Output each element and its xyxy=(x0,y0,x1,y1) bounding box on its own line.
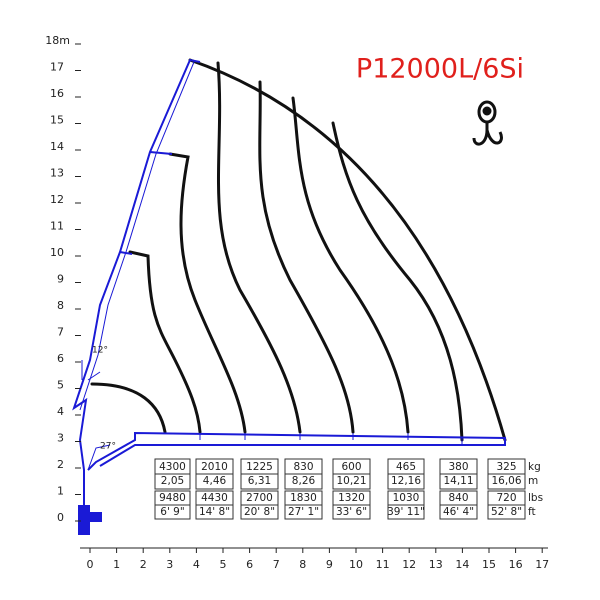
table-cell: 16,06 xyxy=(491,475,521,487)
y-tick-label: 17 xyxy=(50,61,64,74)
table-cell: 33' 6" xyxy=(336,506,367,518)
y-tick-label: 5 xyxy=(57,379,64,392)
table-cell: 52' 8" xyxy=(491,506,522,518)
y-tick-label: 13 xyxy=(50,167,64,180)
table-cell: 2,05 xyxy=(161,475,184,487)
y-tick-label: 1 xyxy=(57,485,64,498)
table-cell: 380 xyxy=(448,461,468,473)
y-tick-label: 4 xyxy=(57,405,64,418)
load-curve xyxy=(128,250,202,434)
x-tick-label: 4 xyxy=(193,558,200,571)
load-curves xyxy=(90,58,507,442)
table-cell: 9480 xyxy=(159,492,186,504)
load-curve xyxy=(331,121,464,442)
x-tick-label: 3 xyxy=(166,558,173,571)
x-tick-label: 8 xyxy=(299,558,306,571)
table-cell: 1830 xyxy=(290,492,317,504)
unit-label: kg xyxy=(528,461,541,473)
load-curve xyxy=(291,96,410,434)
table-cell: 14,11 xyxy=(443,475,473,487)
title: P12000L/6Si xyxy=(356,54,524,85)
load-curve xyxy=(90,382,167,434)
y-tick-label: 14 xyxy=(50,140,64,153)
table-cell: 27' 1" xyxy=(288,506,319,518)
envelope xyxy=(188,58,507,442)
table-cell: 2010 xyxy=(201,461,228,473)
x-tick-label: 17 xyxy=(535,558,549,571)
y-tick-label: 15 xyxy=(50,114,64,127)
table-cell: 4430 xyxy=(201,492,228,504)
table-cell: 4,46 xyxy=(203,475,227,487)
x-tick-label: 16 xyxy=(509,558,523,571)
load-curve xyxy=(216,61,302,434)
x-tick-label: 10 xyxy=(349,558,363,571)
hook-icon xyxy=(472,100,503,146)
crane-boom xyxy=(72,58,506,535)
y-tick-label: 10 xyxy=(50,246,64,259)
angle-label: 27° xyxy=(100,442,116,452)
table-cell: 465 xyxy=(396,461,416,473)
x-tick-label: 5 xyxy=(220,558,227,571)
table-cell: 4300 xyxy=(159,461,186,473)
x-tick-label: 1 xyxy=(113,558,120,571)
load-curve xyxy=(168,152,247,434)
table-cell: 20' 8" xyxy=(244,506,275,518)
x-tick-label: 6 xyxy=(246,558,253,571)
table-cell: 1225 xyxy=(246,461,273,473)
x-tick-label: 2 xyxy=(140,558,147,571)
table-cell: 720 xyxy=(496,492,516,504)
unit-label: lbs xyxy=(528,492,543,504)
table-cell: 14' 8" xyxy=(199,506,230,518)
x-tick-label: 12 xyxy=(402,558,416,571)
x-tick-label: 9 xyxy=(326,558,333,571)
table-cell: 39' 11" xyxy=(387,506,425,518)
x-tick-label: 15 xyxy=(482,558,496,571)
load-curve xyxy=(258,80,355,434)
table-cell: 1320 xyxy=(338,492,365,504)
y-tick-label: 0 xyxy=(57,511,64,524)
table-cell: 12,16 xyxy=(391,475,421,487)
y-tick-label: 18m xyxy=(45,34,70,47)
table-cell: 840 xyxy=(448,492,468,504)
table-cell: 1030 xyxy=(393,492,420,504)
angle-label: 12° xyxy=(92,346,108,356)
y-tick-label: 8 xyxy=(57,299,64,312)
y-tick-label: 16 xyxy=(50,87,64,100)
unit-label: ft xyxy=(528,506,536,518)
y-tick-label: 6 xyxy=(57,352,64,365)
x-tick-label: 0 xyxy=(87,558,94,571)
table-cell: 2700 xyxy=(246,492,273,504)
x-tick-label: 14 xyxy=(455,558,469,571)
table-cell: 600 xyxy=(341,461,361,473)
table-cell: 8,26 xyxy=(292,475,316,487)
y-tick-label: 9 xyxy=(57,273,64,286)
x-tick-label: 11 xyxy=(376,558,390,571)
table-cell: 6' 9" xyxy=(160,506,184,518)
table-cell: 325 xyxy=(496,461,516,473)
unit-label: m xyxy=(528,475,538,487)
y-tick-label: 12 xyxy=(50,193,64,206)
y-tick-label: 2 xyxy=(57,458,64,471)
table-cell: 10,21 xyxy=(336,475,366,487)
table-cell: 46' 4" xyxy=(443,506,474,518)
x-tick-label: 13 xyxy=(429,558,443,571)
y-tick-label: 3 xyxy=(57,432,64,445)
x-tick-label: 7 xyxy=(273,558,280,571)
table-cell: 6,31 xyxy=(248,475,271,487)
y-tick-label: 11 xyxy=(50,220,64,233)
table-cell: 830 xyxy=(293,461,313,473)
y-tick-label: 7 xyxy=(57,326,64,339)
